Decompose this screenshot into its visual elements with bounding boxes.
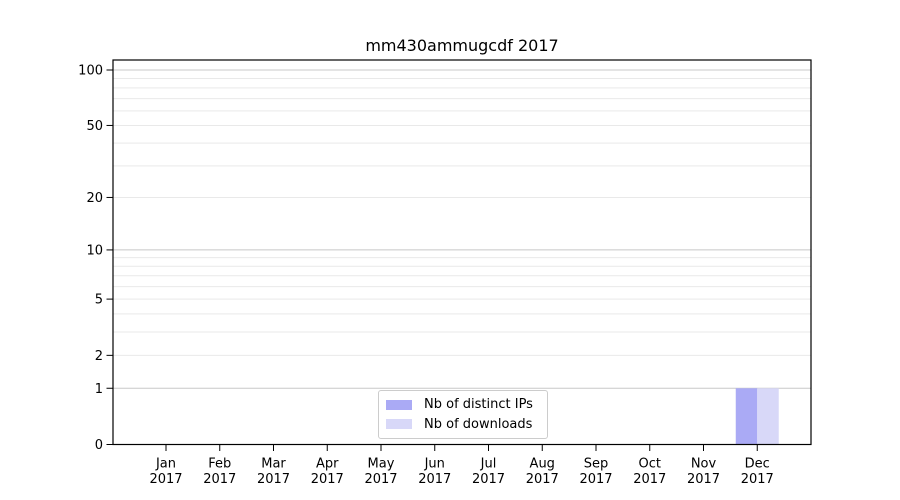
x-tick-label: Feb 2017	[203, 457, 236, 488]
y-tick-label: 1	[95, 382, 103, 397]
legend-label-distinct-ips: Nb of distinct IPs	[424, 397, 533, 413]
x-tick-label: Apr 2017	[311, 457, 344, 488]
legend-swatch-downloads-icon	[386, 419, 412, 430]
legend: Nb of distinct IPs Nb of downloads	[378, 390, 548, 439]
y-tick-label: 20	[86, 191, 103, 206]
y-tick-label: 50	[86, 119, 103, 134]
plot-border	[112, 59, 812, 446]
x-tick-label: Jun 2017	[418, 457, 451, 488]
y-tick-label: 100	[78, 64, 103, 79]
x-tick-label: May 2017	[364, 457, 397, 488]
legend-swatch-distinct-ips-icon	[386, 399, 412, 410]
y-tick-label: 10	[86, 243, 103, 258]
legend-label-downloads: Nb of downloads	[424, 416, 533, 432]
x-tick-label: Oct 2017	[633, 457, 666, 488]
x-tick-label: Sep 2017	[579, 457, 612, 488]
x-tick-label: Mar 2017	[257, 457, 290, 488]
chart-title: mm430ammugcdf 2017	[365, 36, 559, 55]
bar-distinct-ips-dec	[735, 388, 758, 445]
x-tick-label: Nov 2017	[687, 457, 720, 488]
y-tick-label: 2	[95, 349, 103, 364]
legend-item-distinct-ips: Nb of distinct IPs	[386, 395, 537, 415]
x-tick-label: Jul 2017	[472, 457, 505, 488]
x-tick-label: Jan 2017	[149, 457, 182, 488]
y-tick-label: 0	[95, 438, 103, 453]
bar-downloads-dec	[757, 388, 779, 445]
legend-item-downloads: Nb of downloads	[386, 415, 537, 435]
y-tick-label: 5	[95, 293, 103, 308]
x-tick-label: Dec 2017	[741, 457, 774, 488]
x-tick-label: Aug 2017	[526, 457, 559, 488]
